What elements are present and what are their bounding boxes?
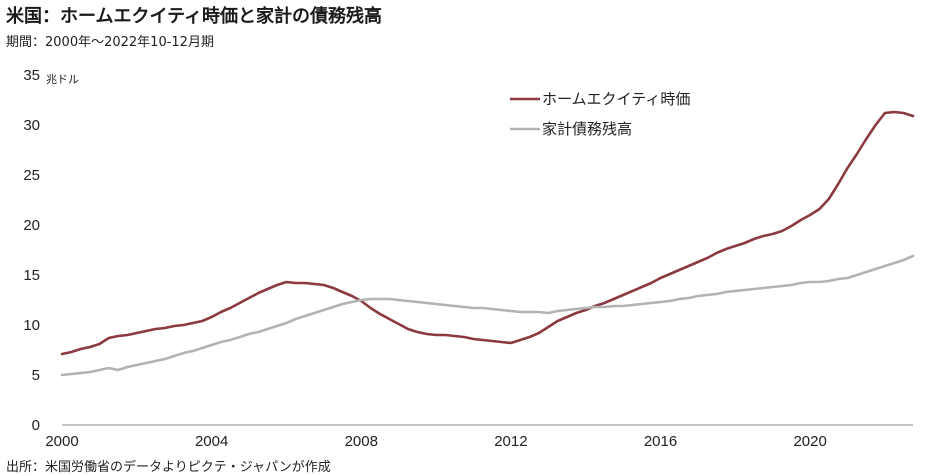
x-axis-ticks: 2000 2004 2008 2012 2016 2020 [45,433,827,450]
x-tick-label: 2004 [195,433,228,450]
chart-subtitle: 期間：2000年～2022年10-12月期 [6,35,214,50]
series-line-2 [60,254,915,377]
x-tick-label: 2000 [45,433,78,450]
series-line-1 [60,110,915,356]
series-lines [60,110,915,377]
x-tick-label: 2008 [345,433,378,450]
y-tick-label: 15 [23,267,40,284]
y-tick-label: 0 [32,417,40,434]
legend-label: 家計債務残高 [542,120,632,138]
x-tick-label: 2020 [793,433,826,450]
y-tick-label: 10 [23,317,40,334]
y-tick-label: 20 [23,217,40,234]
y-tick-label: 5 [32,367,40,384]
y-tick-label: 30 [23,117,40,134]
x-tick-label: 2012 [494,433,527,450]
x-tick-label: 2016 [644,433,677,450]
chart-title: 米国：ホームエクイティ時価と家計の債務残高 [6,6,383,27]
y-tick-label: 25 [23,167,40,184]
y-tick-label: 35 [23,67,40,84]
source-note: 出所：米国労働省のデータよりピクテ・ジャパンが作成 [6,460,331,475]
legend-label: ホームエクイティ時価 [542,90,690,108]
y-axis-ticks: 0 5 10 15 20 25 30 35 [23,67,40,434]
y-axis-unit-label: 兆ドル [46,73,79,86]
